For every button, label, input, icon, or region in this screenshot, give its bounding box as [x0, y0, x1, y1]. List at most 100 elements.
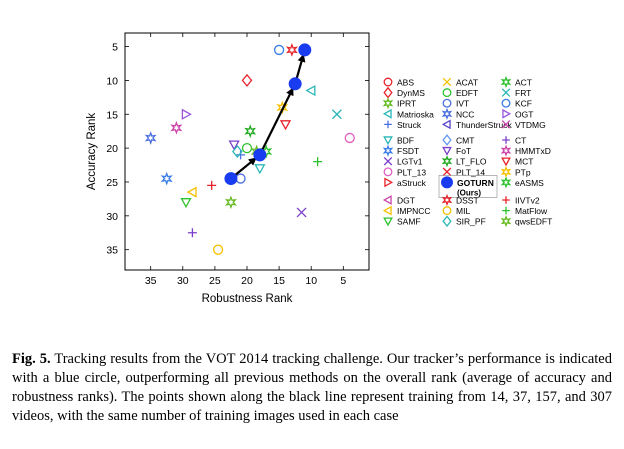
- x-tick-label: 10: [305, 275, 317, 287]
- legend-marker-ncc: [441, 107, 453, 120]
- legend-marker-lgtv1: [383, 156, 393, 166]
- point-dynms: [241, 73, 253, 87]
- legend-label-fsdt: FSDT: [397, 146, 419, 156]
- caption-label: Fig. 5.: [12, 351, 51, 367]
- point-lt-flo: [244, 124, 257, 139]
- point-matrioska: [305, 84, 316, 97]
- legend-label-hmmtxd: HMMTxD: [515, 146, 551, 156]
- legend: ABS ACAT ACT DynMS EDFT FRT IPRT IVT KCF Matriosk…: [382, 75, 552, 228]
- legend-marker-cmt: [442, 134, 452, 146]
- legend-marker-sir-pf: [442, 215, 452, 228]
- legend-label-dgt: DGT: [397, 196, 415, 206]
- x-tick-label: 25: [209, 275, 221, 287]
- point-mct: [279, 120, 292, 131]
- legend-marker-ivt: [442, 98, 452, 108]
- caption-text: Tracking results from the VOT 2014 track…: [12, 351, 612, 424]
- legend-label-impncc: IMPNCC: [397, 206, 431, 216]
- legend-marker-edft: [442, 88, 452, 98]
- legend-label-dynms: DynMS: [397, 88, 425, 98]
- point-impncc: [186, 186, 197, 198]
- legend-label-ct: CT: [515, 136, 526, 146]
- legend-marker-plt-13: [383, 167, 393, 177]
- point-goturn: [298, 43, 312, 57]
- legend-label-mil: MIL: [456, 206, 470, 216]
- legend-label-struck: Struck: [397, 120, 422, 130]
- legend-marker-dgt: [382, 195, 392, 205]
- legend-label-act: ACT: [515, 78, 532, 88]
- legend-marker-act: [500, 75, 512, 89]
- x-tick-label: 15: [273, 275, 285, 287]
- legend-label-plt-13: PLT_13: [397, 167, 426, 177]
- legend-label-ogt: OGT: [515, 109, 533, 119]
- legend-label-thunderstruck: ThunderStruck: [456, 120, 512, 130]
- legend-marker-frt: [501, 88, 511, 97]
- legend-label-vtdmg: VTDMG: [515, 120, 546, 130]
- point-dsst: [285, 43, 298, 57]
- legend-marker-easms: [500, 176, 512, 189]
- point-mil: [212, 244, 224, 255]
- legend-marker-hmmtxd: [500, 144, 512, 157]
- legend-label-edft: EDFT: [456, 88, 478, 98]
- point-ct: [187, 228, 197, 238]
- legend-label-easms: eASMS: [515, 178, 544, 188]
- x-tick-label: 30: [177, 275, 189, 287]
- legend-label-sir-pf: SIR_PF: [456, 217, 486, 227]
- legend-label-lt-flo: LT_FLO: [456, 157, 487, 167]
- point-hmmtxd: [170, 120, 183, 135]
- legend-label-kcf: KCF: [515, 99, 532, 109]
- x-tick-label: 5: [340, 275, 346, 287]
- legend-marker-abs: [383, 77, 393, 87]
- legend-label-iivtv2: IIVTv2: [515, 196, 540, 206]
- x-axis-label: Robustness Rank: [202, 293, 293, 305]
- point-samf: [180, 198, 192, 209]
- legend-marker-qwsedft: [500, 215, 512, 228]
- legend-marker-matflow: [502, 206, 510, 215]
- point-fsdt: [160, 171, 173, 186]
- point-goturn: [253, 148, 267, 162]
- scatter-plot: 35 30 25 20 15 10 5 5 10 15 20 25 30 35 Robustness Ran…: [86, 32, 370, 305]
- point-plt-13: [344, 132, 355, 144]
- legend-marker-matrioska: [382, 108, 392, 119]
- legend-marker-mct: [501, 157, 511, 167]
- legend-marker-samf: [383, 217, 393, 227]
- point-goturn: [288, 77, 302, 91]
- legend-label-matflow: MatFlow: [515, 206, 548, 216]
- legend-label-abs: ABS: [397, 78, 414, 88]
- legend-label-cmt: CMT: [456, 136, 474, 146]
- legend-marker-struck: [384, 120, 392, 129]
- point-kcf: [273, 44, 285, 56]
- y-tick-label: 25: [106, 177, 118, 189]
- point-edft: [241, 142, 253, 154]
- point-iivtv2: [207, 180, 217, 190]
- figure-caption: Fig. 5. Tracking results from the VOT 20…: [12, 350, 612, 426]
- legend-marker-fot: [442, 146, 452, 156]
- legend-marker-mil: [442, 206, 452, 216]
- legend-marker-fsdt: [382, 144, 394, 157]
- point-qwsedft: [224, 195, 237, 210]
- legend-marker-dsst: [441, 193, 453, 207]
- legend-marker-vtdmg: [501, 120, 511, 129]
- legend-label-lgtv1: LGTv1: [397, 157, 423, 167]
- legend-label-samf: SAMF: [397, 217, 421, 227]
- legend-marker-ptp: [500, 165, 512, 178]
- goturn-arrow: [261, 87, 294, 151]
- y-tick-label: 5: [112, 42, 118, 54]
- legend-marker-iprt: [382, 97, 394, 110]
- legend-label-ncc: NCC: [456, 109, 474, 119]
- y-tick-label: 10: [106, 75, 118, 87]
- y-axis-label: Accuracy Rank: [86, 113, 98, 191]
- legend-label-mct: MCT: [515, 157, 533, 167]
- legend-label-qwsedft: qwsEDFT: [515, 217, 552, 227]
- point-lgtv1: [296, 207, 307, 218]
- legend-label-iprt: IPRT: [397, 99, 416, 109]
- y-tick-label: 20: [106, 143, 118, 155]
- legend-marker-plt-14: [442, 167, 452, 177]
- legend-label-fot: FoT: [456, 146, 471, 156]
- y-tick-label: 30: [106, 211, 118, 223]
- legend-marker-bdf: [383, 136, 393, 146]
- x-tick-label: 35: [145, 275, 157, 287]
- legend-label-plt-14: PLT_14: [456, 167, 485, 177]
- legend-label-frt: FRT: [515, 88, 531, 98]
- legend-label-ptp: PTp: [515, 167, 531, 177]
